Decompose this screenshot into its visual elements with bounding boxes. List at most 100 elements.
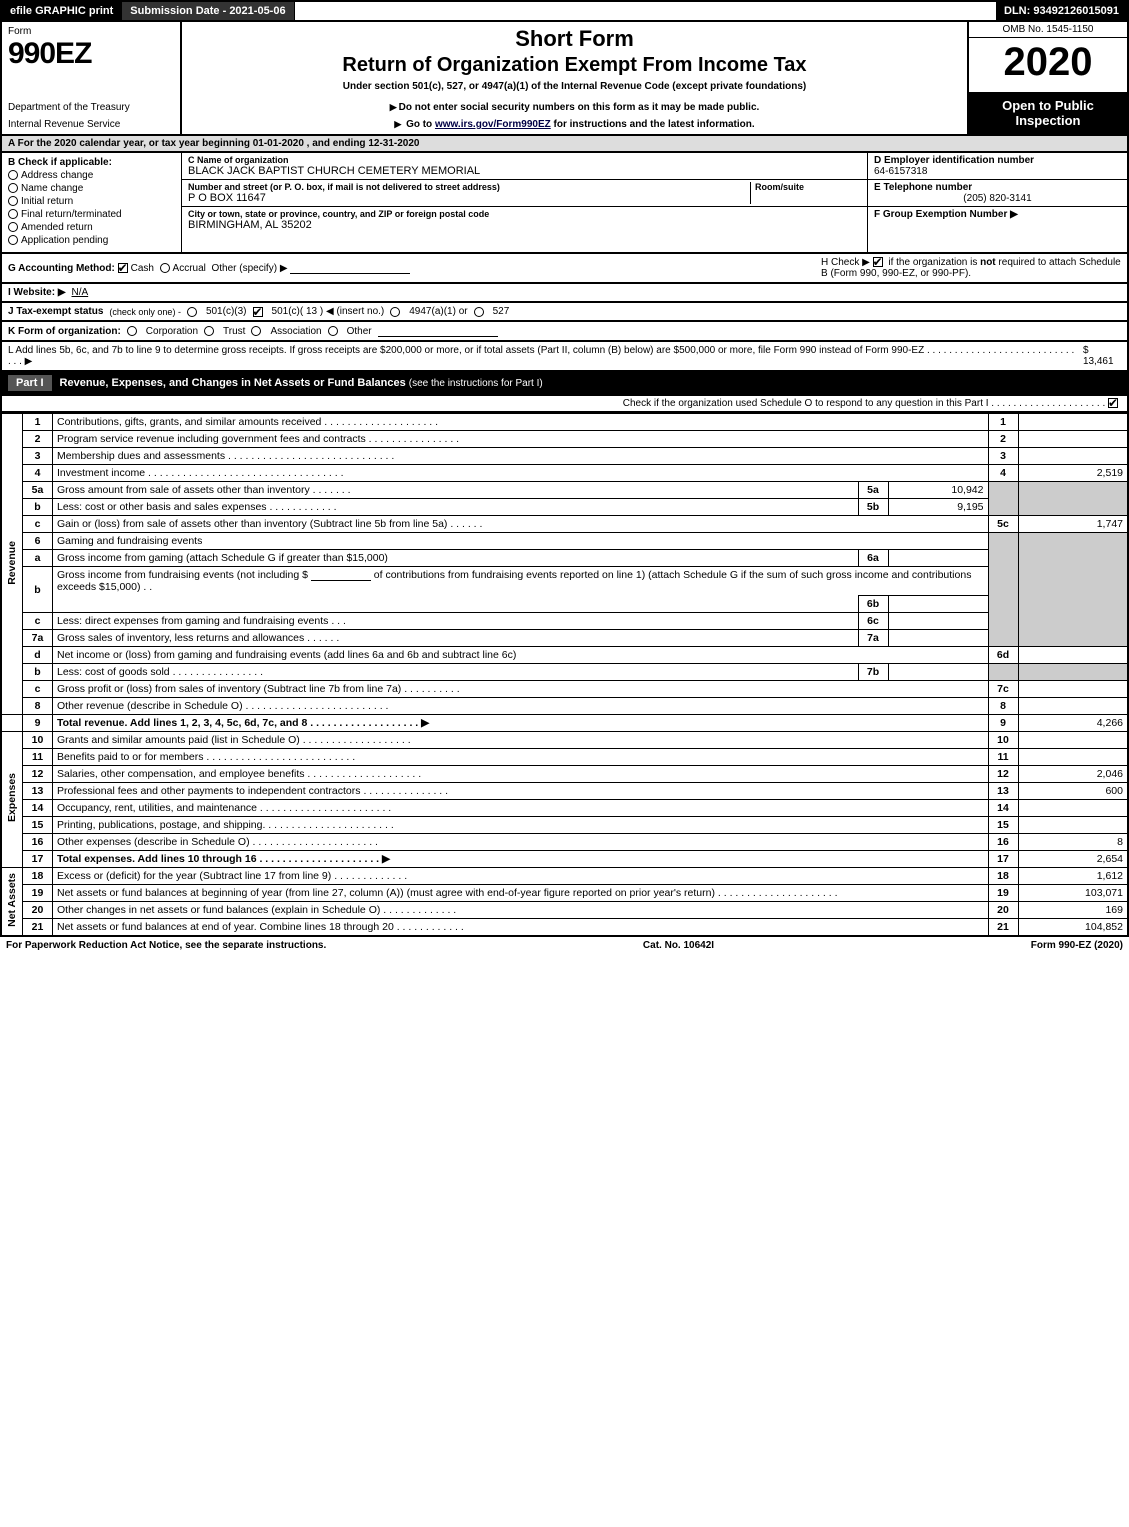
org-addr-cell: Number and street (or P. O. box, if mail… — [182, 180, 867, 207]
tel-label: E Telephone number — [874, 182, 1121, 193]
org-city: BIRMINGHAM, AL 35202 — [188, 219, 861, 231]
line-1-desc: Contributions, gifts, grants, and simila… — [53, 414, 989, 431]
chk-other-org[interactable] — [328, 326, 338, 336]
section-c: C Name of organization BLACK JACK BAPTIS… — [182, 153, 867, 252]
irs-label: Internal Revenue Service — [8, 119, 174, 130]
omb-number: OMB No. 1545-1150 — [969, 22, 1127, 38]
ein-label: D Employer identification number — [874, 155, 1121, 166]
form-header: Form 990EZ Department of the Treasury In… — [0, 22, 1129, 136]
goto-suffix: for instructions and the latest informat… — [554, 119, 755, 130]
line-16-val: 8 — [1018, 834, 1128, 851]
ein-cell: D Employer identification number 64-6157… — [868, 153, 1127, 180]
row-i: I Website: ▶ N/A — [0, 284, 1129, 303]
line-9-val: 4,266 — [1018, 715, 1128, 732]
other-specify-blank[interactable] — [290, 262, 410, 274]
line-5a-val: 10,942 — [888, 482, 988, 499]
dln-label: DLN: 93492126015091 — [996, 2, 1127, 20]
part1-sched-check[interactable] — [1108, 398, 1118, 408]
row-h: H Check ▶ if the organization is not req… — [821, 257, 1121, 279]
line-17-val: 2,654 — [1018, 851, 1128, 868]
section-b: B Check if applicable: Address change Na… — [2, 153, 182, 252]
ein-value: 64-6157318 — [874, 166, 1121, 177]
form-title: Return of Organization Exempt From Incom… — [188, 54, 961, 77]
efile-label[interactable]: efile GRAPHIC print — [2, 2, 122, 20]
part1-sched-row: Check if the organization used Schedule … — [0, 396, 1129, 413]
form-word: Form — [8, 26, 174, 37]
section-bcd: B Check if applicable: Address change Na… — [0, 153, 1129, 254]
irs-link[interactable]: www.irs.gov/Form990EZ — [435, 119, 551, 130]
l-amount: $ 13,461 — [1083, 345, 1121, 367]
short-form-title: Short Form — [188, 26, 961, 52]
tel-value: (205) 820-3141 — [874, 193, 1121, 204]
line-18-val: 1,612 — [1018, 868, 1128, 885]
form-subtitle: Under section 501(c), 527, or 4947(a)(1)… — [188, 81, 961, 92]
chk-final-return[interactable]: Final return/terminated — [8, 209, 175, 220]
chk-application-pending[interactable]: Application pending — [8, 235, 175, 246]
other-org-blank[interactable] — [378, 325, 498, 337]
tax-year: 2020 — [969, 38, 1127, 92]
line-19-val: 103,071 — [1018, 885, 1128, 902]
org-address: P O BOX 11647 — [188, 192, 746, 204]
part1-title: Revenue, Expenses, and Changes in Net As… — [60, 377, 409, 389]
row-a-tax-year: A For the 2020 calendar year, or tax yea… — [0, 136, 1129, 153]
chk-amended-return[interactable]: Amended return — [8, 222, 175, 233]
chk-4947[interactable] — [390, 307, 400, 317]
line-1-num: 1 — [23, 414, 53, 431]
netassets-rot: Net Assets — [1, 868, 23, 937]
org-name-cell: C Name of organization BLACK JACK BAPTIS… — [182, 153, 867, 180]
part1-sub: (see the instructions for Part I) — [409, 378, 543, 389]
row-l: L Add lines 5b, 6c, and 7b to line 9 to … — [0, 342, 1129, 372]
section-def: D Employer identification number 64-6157… — [867, 153, 1127, 252]
header-center: Short Form Return of Organization Exempt… — [182, 22, 967, 134]
chk-527[interactable] — [474, 307, 484, 317]
line-21-val: 104,852 — [1018, 919, 1128, 937]
chk-address-change[interactable]: Address change — [8, 170, 175, 181]
part1-sched-text: Check if the organization used Schedule … — [623, 398, 1108, 409]
goto-prefix: Go to — [406, 119, 435, 130]
chk-corp[interactable] — [127, 326, 137, 336]
form-number: 990EZ — [8, 37, 174, 71]
section-b-header: B Check if applicable: — [8, 157, 175, 168]
chk-initial-return[interactable]: Initial return — [8, 196, 175, 207]
lines-table: Revenue 1 Contributions, gifts, grants, … — [0, 413, 1129, 937]
footer-mid: Cat. No. 10642I — [643, 940, 714, 951]
line-5b-val: 9,195 — [888, 499, 988, 516]
revenue-rot: Revenue — [1, 414, 23, 715]
line-12-val: 2,046 — [1018, 766, 1128, 783]
chk-assoc[interactable] — [251, 326, 261, 336]
city-label: City or town, state or province, country… — [188, 209, 861, 219]
header-left: Form 990EZ Department of the Treasury In… — [2, 22, 182, 134]
group-cell: F Group Exemption Number ▶ — [868, 207, 1127, 252]
k-label: K Form of organization: — [8, 326, 121, 337]
chk-name-change[interactable]: Name change — [8, 183, 175, 194]
expenses-rot: Expenses — [1, 732, 23, 868]
page-footer: For Paperwork Reduction Act Notice, see … — [0, 937, 1129, 954]
footer-left: For Paperwork Reduction Act Notice, see … — [6, 940, 326, 951]
open-to-public: Open to Public Inspection — [969, 92, 1127, 134]
row-g: G Accounting Method: Cash Accrual Other … — [8, 262, 410, 274]
tel-cell: E Telephone number (205) 820-3141 — [868, 180, 1127, 207]
submission-date: Submission Date - 2021-05-06 — [122, 2, 294, 20]
footer-right: Form 990-EZ (2020) — [1031, 940, 1123, 951]
chk-501c[interactable] — [253, 307, 263, 317]
line-6b-blank[interactable] — [311, 569, 371, 581]
website-value: N/A — [72, 287, 89, 298]
j-label: J Tax-exempt status — [8, 306, 103, 317]
website-label: I Website: ▶ — [8, 287, 66, 298]
goto-line: Go to www.irs.gov/Form990EZ for instruct… — [188, 119, 961, 130]
chk-h[interactable] — [873, 257, 883, 267]
row-j: J Tax-exempt status (check only one) - 5… — [0, 303, 1129, 322]
row-g-h: G Accounting Method: Cash Accrual Other … — [0, 254, 1129, 284]
line-4-val: 2,519 — [1018, 465, 1128, 482]
line-20-val: 169 — [1018, 902, 1128, 919]
line-5c-val: 1,747 — [1018, 516, 1128, 533]
room-label: Room/suite — [755, 182, 861, 192]
chk-501c3[interactable] — [187, 307, 197, 317]
chk-cash[interactable] — [118, 263, 128, 273]
org-name: BLACK JACK BAPTIST CHURCH CEMETERY MEMOR… — [188, 165, 861, 177]
chk-trust[interactable] — [204, 326, 214, 336]
dept-label: Department of the Treasury — [8, 102, 174, 113]
top-bar: efile GRAPHIC print Submission Date - 20… — [0, 0, 1129, 22]
chk-accrual[interactable] — [160, 263, 170, 273]
part1-header: Part I Revenue, Expenses, and Changes in… — [0, 372, 1129, 396]
